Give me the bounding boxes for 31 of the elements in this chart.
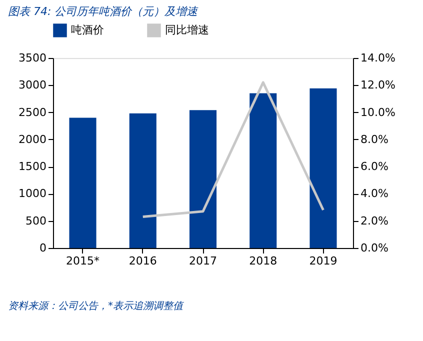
legend-label: 吨酒价: [71, 23, 104, 36]
y-tick-label: 500: [26, 214, 46, 228]
y2-tick-label: 8.0%: [360, 132, 388, 146]
bar: [250, 93, 277, 248]
bar: [310, 88, 337, 248]
x-tick-label: 2016: [128, 254, 157, 268]
y2-tick-label: 10.0%: [360, 106, 396, 119]
line-series: [142, 81, 324, 218]
y-tick-label: 3500: [18, 52, 46, 64]
y2-tick-label: 6.0%: [360, 160, 388, 174]
y-tick-label: 1000: [18, 187, 46, 200]
x-tick-label: 2017: [189, 254, 217, 268]
legend-label: 同比增速: [165, 23, 209, 36]
y2-tick-label: 0.0%: [360, 242, 388, 254]
y-tick-label: 2000: [18, 132, 46, 146]
y2-tick-label: 14.0%: [360, 52, 396, 64]
text: 资料来源：公司公告，*表示追溯调整值: [8, 300, 185, 312]
bar: [69, 118, 96, 248]
bar: [189, 110, 217, 248]
chart-title: 图表 74: 公司历年吨酒价（元）及增速: [8, 5, 199, 18]
x-tick-label: 2019: [309, 254, 338, 268]
bar: [129, 113, 156, 248]
y-tick-label: 0: [40, 242, 46, 254]
y2-tick-label: 12.0%: [360, 78, 396, 92]
y-tick-label: 2500: [18, 106, 46, 119]
y2-tick-label: 4.0%: [360, 187, 388, 200]
x-tick-label: 2015*: [66, 254, 100, 268]
y-tick-label: 3000: [18, 78, 46, 92]
x-tick-label: 2018: [249, 254, 278, 268]
y-tick-label: 1500: [18, 160, 46, 174]
y2-tick-label: 2.0%: [360, 214, 388, 228]
